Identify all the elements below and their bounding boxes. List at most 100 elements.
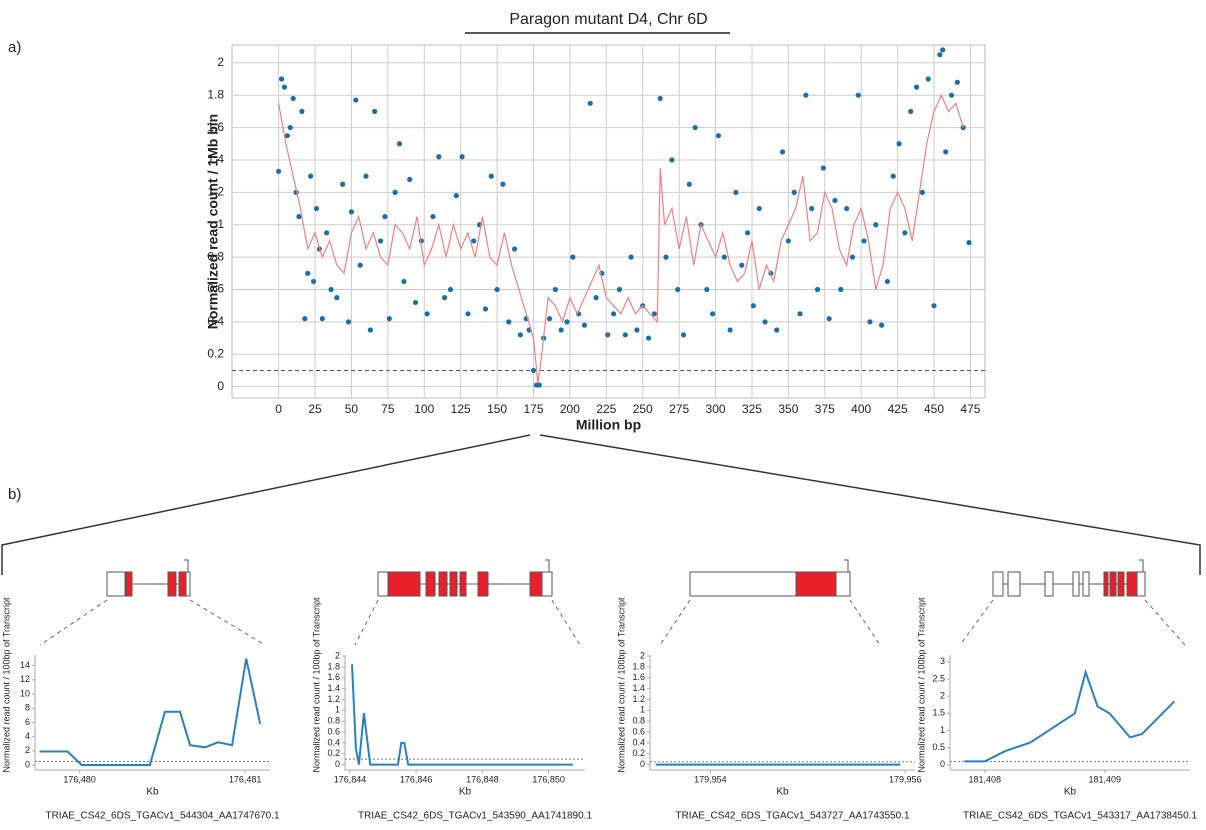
y-axis-label: Normalized read count / 1Mb bin [205,114,221,329]
y-tick-label: 1.6 [327,672,340,682]
x-tick-label: 350 [778,402,798,416]
data-point [762,319,768,325]
data-point [814,286,821,293]
data-point [940,47,946,53]
data-point [925,76,931,82]
data-point [412,299,419,306]
data-point [645,335,652,341]
data-point [500,181,506,187]
y-tick-label: 1.4 [207,152,224,166]
y-tick-label: 3 [940,656,945,666]
data-point [276,168,282,174]
data-point [546,316,553,322]
data-point [832,197,838,204]
data-point [943,149,949,155]
data-point [430,214,436,220]
data-point [896,141,902,147]
data-point [785,238,791,244]
y-tick-label: 0.4 [327,737,340,747]
data-point [774,327,780,333]
data-point [345,319,352,325]
y-tick-label: 0.6 [207,282,224,296]
y-tick-label: 8 [25,703,30,713]
x-tick-label: 400 [851,402,871,416]
data-point [616,286,623,293]
y-tick-label: 2.5 [932,673,945,683]
panel-label: a) [8,39,21,56]
data-point [367,327,373,333]
data-point [727,327,733,333]
data-point [931,303,937,309]
data-point [488,173,494,179]
data-point [605,332,611,338]
data-point [610,311,617,317]
gene-name: TRIAE_CS42_6DS_TGACv1_544304_AA1747670.1 [45,811,279,822]
x-tick-label: 181,408 [969,774,1002,784]
y-tick-label: 0.2 [327,748,340,758]
y-tick-label: 0.4 [632,737,645,747]
y-tick-label: 14 [20,660,30,670]
data-point [587,100,593,106]
x-tick-label: 176,844 [334,774,367,784]
data-point [779,149,786,155]
data-point [838,286,844,293]
x-axis-label: Kb [776,787,789,798]
y-tick-label: 0.6 [632,726,645,736]
data-point [581,322,588,328]
y-tick-label: 0.2 [632,748,645,758]
x-tick-label: 179,954 [694,774,727,784]
data-point [855,92,861,98]
y-tick-label: 6 [25,717,30,727]
y-tick-label: 2 [940,691,945,701]
zoom-bracket [1,434,1201,575]
y-tick-label: 0 [940,759,945,769]
data-point [564,319,570,325]
y-tick-label: 1 [940,725,945,735]
x-tick-label: 175 [523,402,543,416]
data-point [844,205,850,212]
data-point [797,311,803,317]
data-point [756,205,762,212]
data-point [558,327,564,333]
data-point [803,92,809,98]
data-point [890,173,896,179]
y-tick-label: 1.2 [632,694,645,704]
data-point [849,254,856,260]
x-tick-label: 475 [960,402,980,416]
data-point [471,238,477,244]
data-point [902,230,908,236]
data-point [442,295,448,301]
x-axis-label: Million bp [576,417,641,433]
data-point [407,176,413,182]
data-point [750,303,757,309]
x-tick-label: 150 [487,402,507,416]
x-tick-label: 200 [560,402,580,416]
y-tick-label: 2 [335,650,340,660]
y-tick-label: 1 [335,705,340,715]
data-point [302,316,308,322]
data-point [809,205,815,212]
data-point [867,319,873,325]
data-point [517,332,523,338]
data-point [482,306,489,312]
y-tick-label: 0 [335,759,340,769]
data-point [744,230,751,236]
data-point [459,154,465,160]
data-point [570,254,576,260]
data-point [873,222,879,228]
data-point [284,133,290,139]
trend-line [278,93,964,384]
x-tick-label: 225 [596,402,616,416]
data-point [663,254,669,260]
data-point [319,316,325,322]
y-tick-label: 0.5 [932,742,945,752]
gene-name: TRIAE_CS42_6DS_TGACv1_543590_AA1741890.1 [358,811,592,822]
data-point [310,278,317,285]
data-point [820,165,826,171]
y-tick-label: 1.4 [632,683,645,693]
x-tick-label: 176,481 [229,774,262,784]
data-point [622,332,628,338]
y-tick-label: 0 [25,759,30,769]
x-tick-label: 275 [669,402,689,416]
